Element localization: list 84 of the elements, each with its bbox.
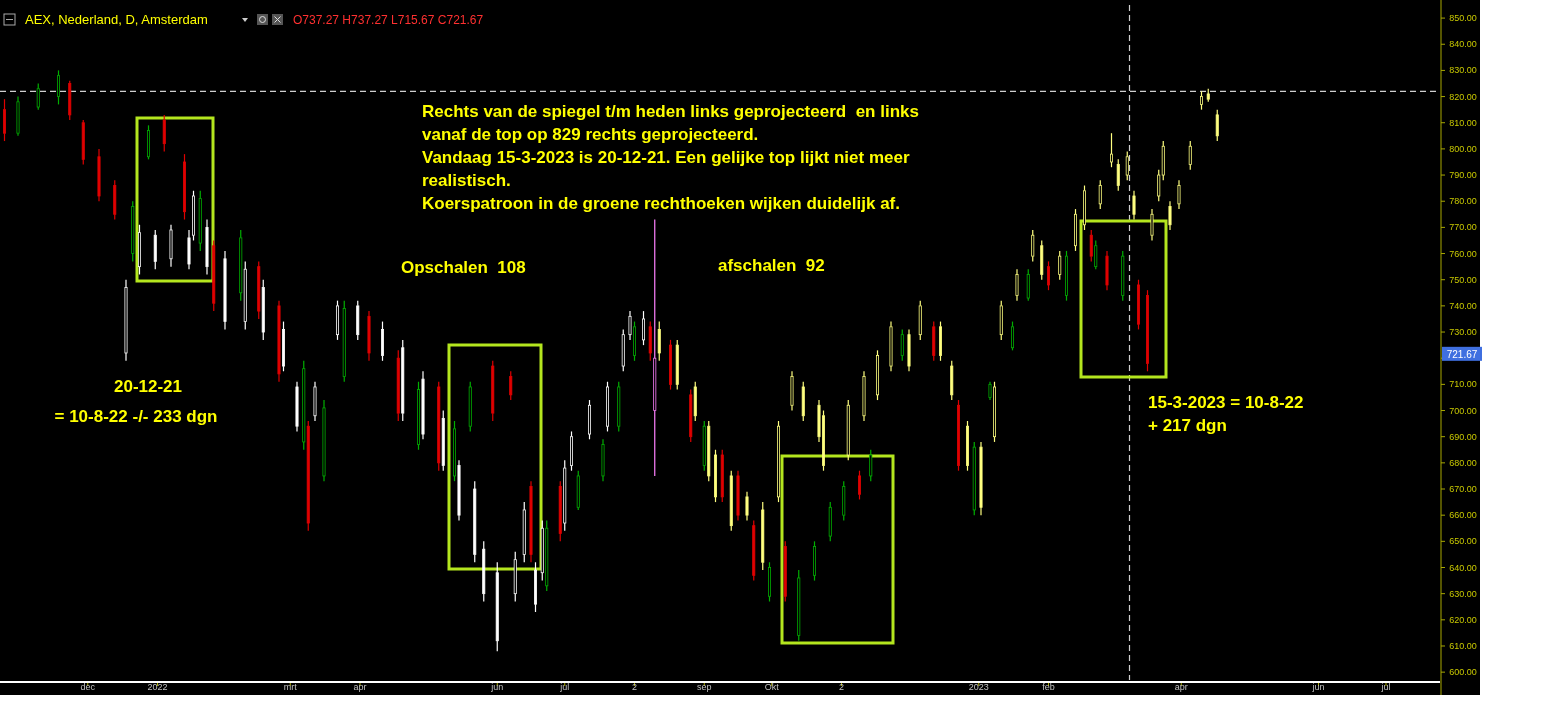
candlestick xyxy=(790,370,794,412)
candlestick xyxy=(1150,208,1154,242)
annotation: 15-3-2023 = 10-8-22 xyxy=(1148,393,1304,412)
y-tick-label: 810.00 xyxy=(1449,117,1477,128)
y-tick-label: 670.00 xyxy=(1449,484,1477,495)
candlestick xyxy=(205,218,209,276)
candlestick xyxy=(97,148,101,202)
x-tick-label: sep xyxy=(696,682,712,692)
y-tick-label: 780.00 xyxy=(1449,196,1477,207)
x-tick-label: jun xyxy=(1311,682,1325,692)
x-tick-label: 2 xyxy=(631,682,638,692)
y-tick-label: 770.00 xyxy=(1449,222,1477,233)
x-tick-label: 2023 xyxy=(968,682,989,692)
y-tick-label: 760.00 xyxy=(1449,248,1477,259)
annotation: + 217 dgn xyxy=(1148,416,1227,435)
y-tick-label: 700.00 xyxy=(1449,405,1477,416)
candlestick xyxy=(223,250,227,331)
y-tick-label: 740.00 xyxy=(1449,300,1477,311)
candlestick xyxy=(601,438,605,482)
candlestick xyxy=(745,491,749,522)
annotation: 20-12-21 xyxy=(113,377,183,396)
candlestick xyxy=(653,218,657,477)
candlestick xyxy=(736,470,740,522)
candlestick xyxy=(16,95,20,137)
candlestick xyxy=(889,320,893,372)
x-tick-label: jul xyxy=(559,682,570,692)
candlestick xyxy=(1132,190,1136,221)
y-tick-label: 840.00 xyxy=(1449,39,1477,50)
x-tick-label: dec xyxy=(80,682,96,692)
y-tick-label: 800.00 xyxy=(1449,143,1477,154)
x-tick-label: 2 xyxy=(838,682,845,692)
x-tick-label: jun xyxy=(490,682,504,692)
annotation: afschalen 92 xyxy=(718,256,825,275)
y-tick-label: 710.00 xyxy=(1449,379,1477,390)
candlestick xyxy=(457,459,461,522)
annotation: Opschalen 108 xyxy=(401,258,526,277)
y-tick-label: 850.00 xyxy=(1449,13,1477,24)
candlestick xyxy=(295,381,299,433)
annotation: Koerspatroon in de groene rechthoeken wijken duidelijk af. xyxy=(422,194,900,213)
candlestick xyxy=(1177,179,1181,210)
candlestick xyxy=(277,300,281,383)
x-tick-label: mrt xyxy=(283,682,298,692)
y-tick-label: 630.00 xyxy=(1449,588,1477,599)
candlestick xyxy=(124,279,128,362)
y-tick-label: 820.00 xyxy=(1449,91,1477,102)
annotation: realistisch. xyxy=(422,171,511,190)
y-tick-label: 640.00 xyxy=(1449,562,1477,573)
y-tick-label: 730.00 xyxy=(1449,327,1477,338)
candlestick xyxy=(529,480,533,563)
candlestick xyxy=(1015,268,1019,302)
y-tick-label: 650.00 xyxy=(1449,536,1477,547)
candlestick xyxy=(313,381,317,422)
y-tick-label: 620.00 xyxy=(1449,614,1477,625)
annotation: Rechts van de spiegel t/m heden links geprojecteerd en links xyxy=(422,102,919,121)
candlestick xyxy=(1105,250,1109,291)
candlestick xyxy=(367,310,371,362)
candlestick xyxy=(862,370,866,422)
y-tick-label: 610.00 xyxy=(1449,640,1477,651)
candlestick xyxy=(421,370,425,440)
y-tick-label: 660.00 xyxy=(1449,510,1477,521)
x-tick-label: apr xyxy=(1174,682,1188,692)
x-tick-label: 2022 xyxy=(147,682,168,692)
candlestick xyxy=(979,441,983,516)
candlestick xyxy=(322,399,326,482)
candlestick xyxy=(1168,200,1172,231)
annotation: = 10-8-22 -/- 233 dgn xyxy=(54,407,218,426)
text: AEX, Nederland, D, Amsterdam xyxy=(25,12,208,27)
annotation: 721.67 xyxy=(1446,348,1478,360)
candlestick xyxy=(907,328,911,372)
y-tick-label: 600.00 xyxy=(1449,667,1477,678)
y-tick-label: 690.00 xyxy=(1449,431,1477,442)
candlestick xyxy=(187,229,191,270)
x-tick-label: apr xyxy=(353,682,367,692)
x-tick-label: jul xyxy=(1380,682,1391,692)
x-tick-label: Okt xyxy=(764,682,780,692)
text: O737.27 H737.27 L715.67 C721.67 xyxy=(293,13,484,27)
y-tick-label: 830.00 xyxy=(1449,65,1477,76)
y-tick-label: 750.00 xyxy=(1449,274,1477,285)
y-tick-label: 790.00 xyxy=(1449,170,1477,181)
x-tick-label: feb xyxy=(1042,682,1055,692)
annotation: Vandaag 15-3-2023 is 20-12-21. Een gelijke top lijkt niet meer xyxy=(422,148,910,167)
y-tick-label: 680.00 xyxy=(1449,457,1477,468)
candlestick xyxy=(169,224,173,268)
annotation: vanaf de top op 829 rechts geprojecteerd. xyxy=(422,125,759,144)
